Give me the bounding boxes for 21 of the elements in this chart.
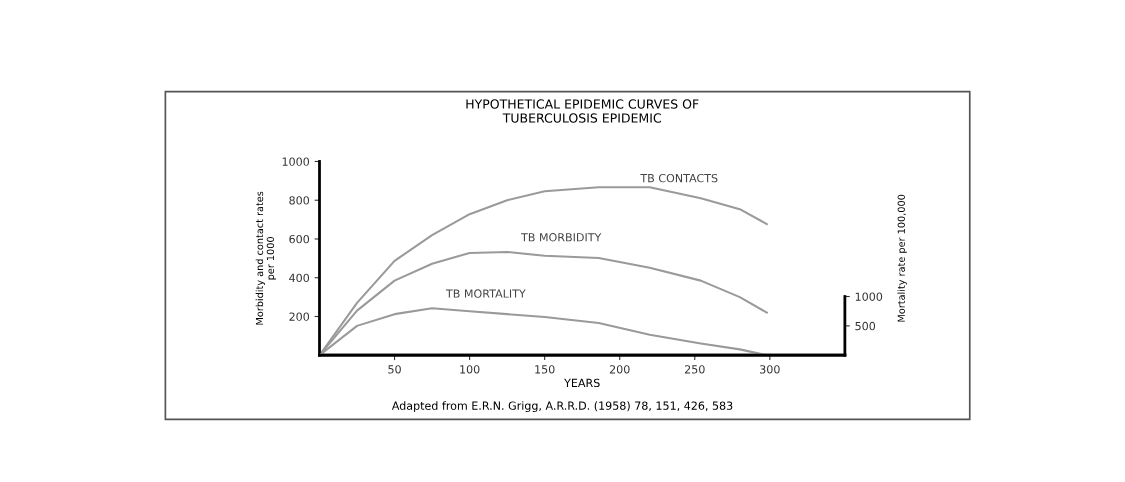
y-tick-label: 600 [289,234,310,244]
x-tick-label: 300 [760,365,780,374]
y-tick-label: 400 [289,273,310,283]
y-tick-label: 200 [289,312,310,321]
x-tick-label: 250 [684,365,705,374]
text: Adapted from E.R.N. Grigg, A.R.R.D. (1958) 78, 151, 426, 583 [391,401,733,413]
y2-tick-label: 1000 [855,292,883,301]
x-tick-label: 150 [535,365,555,374]
series-label: TB MORBIDITY [520,233,602,242]
y-tick-label: 800 [289,196,310,205]
y2-tick-label: 500 [855,321,876,331]
y-axis-title: Morbidity and contact rates per 1000 [255,191,276,325]
series-label: TB CONTACTS [640,173,718,183]
chart-title: HYPOTHETICAL EPIDEMIC CURVES OF TUBERCULOSIS EPIDEMIC [466,99,699,123]
x-tick-label: 50 [388,365,401,374]
x-tick-label: 100 [460,365,480,374]
y-tick-label: 1000 [282,157,310,166]
x-tick-label: 200 [609,365,630,374]
series-label: TB MORTALITY [445,289,526,298]
x-axis-title: YEARS [564,378,600,388]
y2-axis-title: Mortality rate per 100,000 [897,194,907,322]
